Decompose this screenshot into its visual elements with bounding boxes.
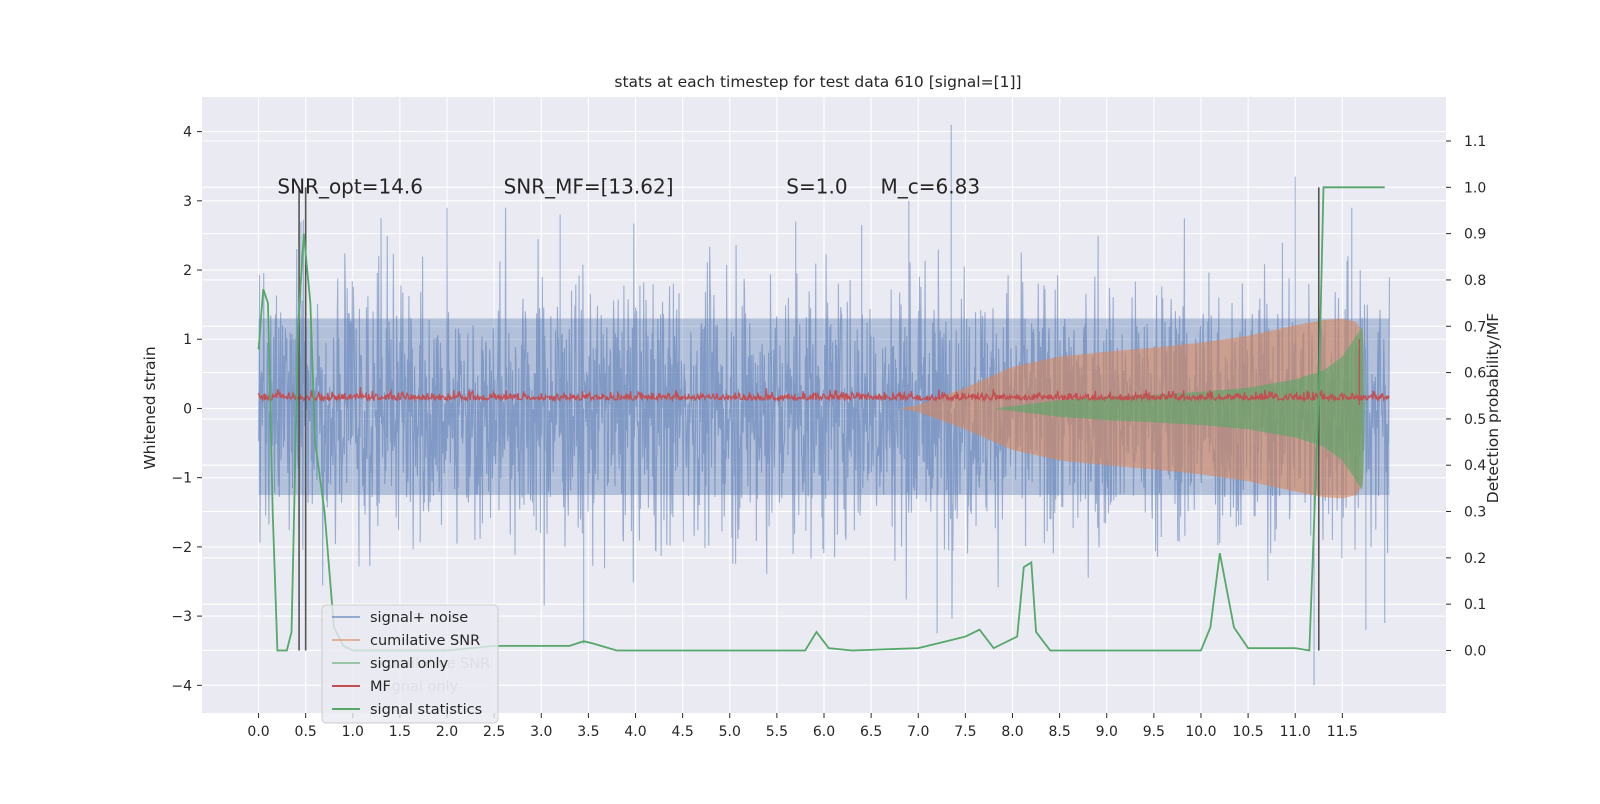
series-signal-only xyxy=(993,326,1365,490)
chart-title: stats at each timestep for test data 610… xyxy=(614,73,1021,91)
y-tick-label: 3 xyxy=(183,194,192,210)
y2-tick-label: 1.1 xyxy=(1464,134,1486,150)
legend-label: signal+ noise xyxy=(370,610,468,626)
x-tick-label: 4.0 xyxy=(624,724,646,740)
x-tick-label: 9.5 xyxy=(1143,724,1165,740)
x-tick-label: 11.5 xyxy=(1327,724,1358,740)
y-tick-label: −2 xyxy=(171,540,192,556)
y-tick-label: 4 xyxy=(183,125,192,141)
x-tick-label: 3.5 xyxy=(577,724,599,740)
x-tick-label: 10.0 xyxy=(1185,724,1216,740)
y2-tick-label: 0.3 xyxy=(1464,505,1486,521)
y-tick-label: −1 xyxy=(171,471,192,487)
legend-box xyxy=(321,604,499,724)
x-tick-label: 4.5 xyxy=(672,724,694,740)
y2-tick-label: 0.5 xyxy=(1464,412,1486,428)
legend: signal+ noise cumilative SNR signal only MF… xyxy=(321,604,499,724)
x-tick-label: 7.5 xyxy=(954,724,976,740)
y-tick-label: 1 xyxy=(183,332,192,348)
x-tick-label: 7.0 xyxy=(907,724,929,740)
x-tick-label: 8.5 xyxy=(1048,724,1070,740)
annotation-text: SNR_opt=14.6 xyxy=(277,174,423,198)
series-mf xyxy=(257,339,1390,405)
y-tick-label: 0 xyxy=(183,401,192,417)
y2-tick-label: 0.7 xyxy=(1464,319,1486,335)
legend-label: cumilative SNR xyxy=(370,633,480,649)
x-tick-label: 5.5 xyxy=(766,724,788,740)
y2-tick-label: 0.1 xyxy=(1464,597,1486,613)
x-tick-label: 10.5 xyxy=(1233,724,1264,740)
annotation-text: M_c=6.83 xyxy=(881,174,981,198)
x-tick-label: 2.5 xyxy=(483,724,505,740)
y2-tick-label: 0.6 xyxy=(1464,366,1486,382)
x-tick-label: 9.0 xyxy=(1096,724,1118,740)
y2-tick-label: 0.0 xyxy=(1464,643,1486,659)
annotation-text: SNR_MF=[13.62] xyxy=(504,174,674,198)
x-tick-label: 6.0 xyxy=(813,724,835,740)
y-axis-label: Whitened strain xyxy=(141,346,159,469)
x-tick-label: 6.5 xyxy=(860,724,882,740)
x-tick-label: 3.0 xyxy=(530,724,552,740)
y2-tick-label: 0.8 xyxy=(1464,273,1486,289)
x-tick-label: 1.0 xyxy=(342,724,364,740)
x-tick-label: 2.0 xyxy=(436,724,458,740)
y2-tick-label: 0.9 xyxy=(1464,227,1486,243)
x-tick-label: 1.5 xyxy=(389,724,411,740)
x-tick-label: 0.5 xyxy=(295,724,317,740)
legend-label: signal statistics xyxy=(370,702,482,718)
y2-tick-label: 1.0 xyxy=(1464,180,1486,196)
y-tick-label: −3 xyxy=(171,609,192,625)
y2-tick-label: 0.2 xyxy=(1464,551,1486,567)
y2-axis-label: Detection probability/MF xyxy=(1484,313,1502,504)
x-tick-label: 5.0 xyxy=(719,724,741,740)
x-tick-label: 11.0 xyxy=(1280,724,1311,740)
y2-tick-label: 0.4 xyxy=(1464,458,1486,474)
annotation-text: S=1.0 xyxy=(786,174,847,198)
x-tick-label: 8.0 xyxy=(1001,724,1023,740)
x-tick-label: 0.0 xyxy=(247,724,269,740)
series-signal-statistics xyxy=(257,186,1385,652)
legend-label: signal only xyxy=(370,656,449,672)
legend-label: MF xyxy=(370,679,391,695)
y-tick-label: −4 xyxy=(171,678,192,694)
y-tick-label: 2 xyxy=(183,263,192,279)
plot-area: SNR_opt=14.6 SNR_MF=[13.62] S=1.0 M_c=6.83 0… xyxy=(171,97,1486,740)
